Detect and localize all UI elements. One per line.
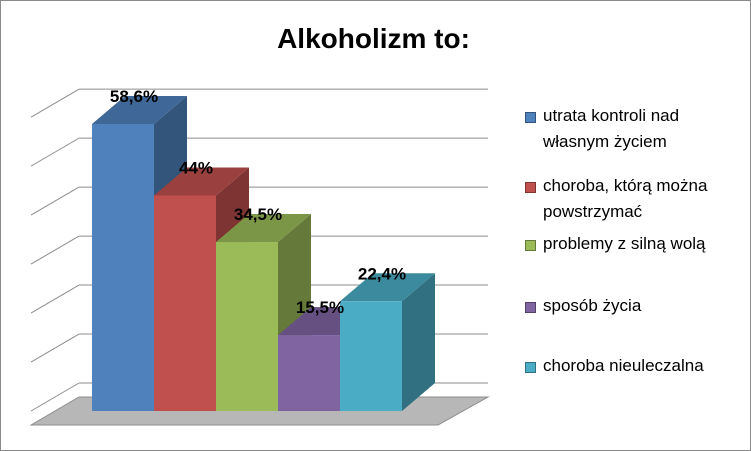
bar [154,195,216,411]
data-label: 22,4% [358,264,406,283]
legend-label: choroba, którą można powstrzymać [543,176,708,221]
legend-label: choroba nieuleczalna [543,356,704,375]
side-gridline [30,88,80,118]
data-label: 34,5% [234,205,282,224]
legend-swatch [525,240,536,251]
legend-swatch [525,112,536,123]
side-gridline [30,333,80,363]
data-label: 44% [179,159,213,178]
bar-top [216,214,311,243]
bar [278,335,340,411]
bar-top [92,96,187,124]
bar [216,242,278,411]
side-gridline [30,235,80,265]
legend-label: sposób życia [543,296,642,315]
bar [92,124,154,411]
side-gridline [30,284,80,314]
side-gridline [30,186,80,216]
legend-swatch [525,182,536,193]
bar-top [340,273,435,302]
data-label: 15,5% [296,298,344,317]
legend-swatch [525,302,536,313]
legend-swatch [525,362,536,373]
chart-title: Alkoholizm to: [277,23,470,54]
bar-side [402,273,435,411]
side-gridline [30,382,80,412]
side-gridline [30,137,80,167]
bar [340,301,402,411]
bar-top [154,167,249,196]
data-label: 58,6% [110,87,158,106]
legend-label: problemy z silną wolą [543,234,706,253]
legend-label: utrata kontroli nad własnym życiem [543,106,680,151]
